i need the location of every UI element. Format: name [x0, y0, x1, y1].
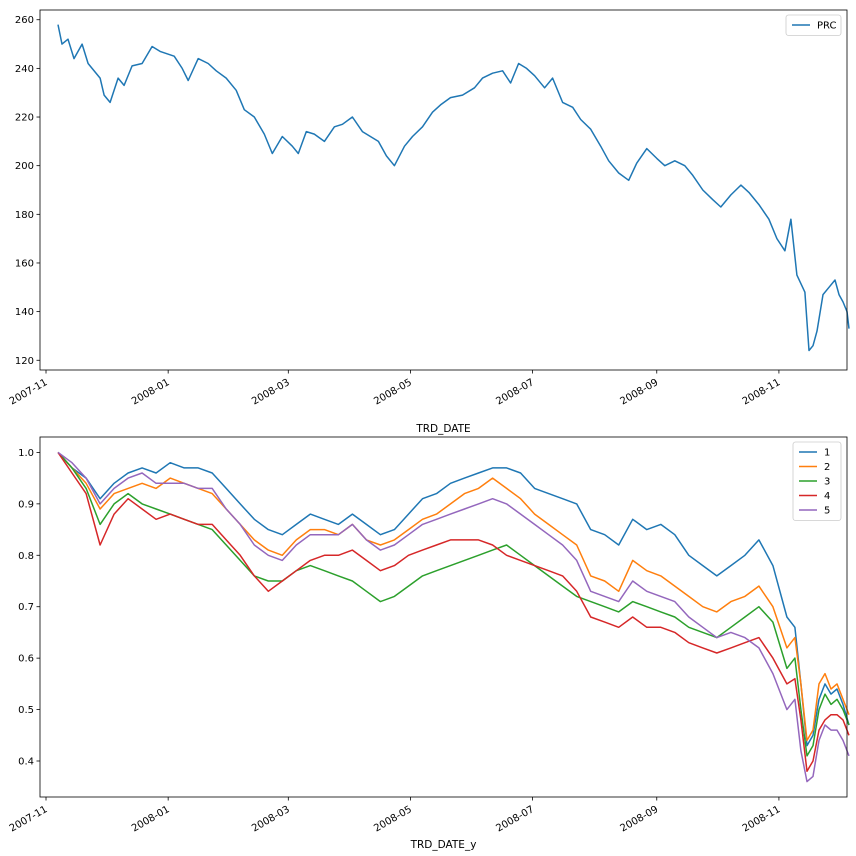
series-line-5: [57, 451, 850, 783]
x-tick-label: 2008-05: [372, 377, 414, 407]
y-tick-label: 120: [15, 356, 34, 367]
x-tick-label: 2008-11: [741, 377, 783, 407]
y-tick-label: 260: [15, 15, 34, 26]
x-tick-label: 2008-03: [250, 804, 292, 834]
y-tick-label: 0.8: [18, 551, 34, 562]
legend-label-4: 4: [824, 491, 830, 502]
series-line-4: [57, 451, 850, 773]
series-line-3: [57, 451, 850, 757]
axes-frame: [39, 9, 848, 371]
x-tick-label: 2008-07: [494, 804, 536, 834]
legend: PRC: [785, 14, 842, 36]
series-line-PRC: [57, 24, 850, 352]
x-tick-label: 2008-09: [619, 377, 661, 407]
chart-panel-1: 120 140 160 180 200 220 240 260 2007-11 2008-01 20…: [8, 9, 850, 435]
x-tick-label: 2007-11: [8, 377, 50, 407]
y-tick-label: 240: [15, 64, 34, 75]
y-tick-label: 160: [15, 258, 34, 269]
y-tick-label: 0.9: [18, 499, 34, 510]
y-tick-label: 0.4: [18, 757, 34, 768]
y-tick-label: 200: [15, 161, 34, 172]
x-tick-label: 2008-03: [250, 377, 292, 407]
x-tick-label: 2008-07: [494, 377, 536, 407]
series-line-2: [57, 451, 850, 742]
legend-label-2: 2: [824, 462, 830, 473]
x-tick-label: 2008-05: [372, 804, 414, 834]
legend-label-3: 3: [824, 477, 830, 488]
chart-panel-2: 0.4 0.5 0.6 0.7 0.8 0.9 1.0 2007-11 2008-01 2008-…: [8, 436, 850, 851]
legend-box: [785, 14, 842, 36]
y-tick-label: 180: [15, 210, 34, 221]
legend-label-1: 1: [824, 448, 830, 459]
x-axis-title: TRD_DATE: [415, 423, 470, 435]
y-tick-label: 0.5: [18, 705, 34, 716]
x-tick-label: 2008-01: [130, 804, 172, 834]
x-axis-title: TRD_DATE_y: [410, 839, 477, 851]
series-line-1: [57, 451, 850, 747]
y-tick-label: 0.7: [18, 602, 34, 613]
legend-label-5: 5: [824, 506, 830, 517]
x-tick-label: 2007-11: [8, 804, 50, 834]
y-tick-label: 0.6: [18, 654, 34, 665]
x-tick-label: 2008-11: [741, 804, 783, 834]
x-tick-label: 2008-01: [130, 377, 172, 407]
legend: 1 2 3 4 5: [792, 441, 842, 521]
y-tick-label: 220: [15, 113, 34, 124]
y-tick-label: 140: [15, 307, 34, 318]
axes-frame: [39, 436, 848, 798]
x-tick-label: 2008-09: [619, 804, 661, 834]
y-tick-label: 1.0: [18, 448, 34, 459]
legend-label-PRC: PRC: [817, 21, 836, 32]
